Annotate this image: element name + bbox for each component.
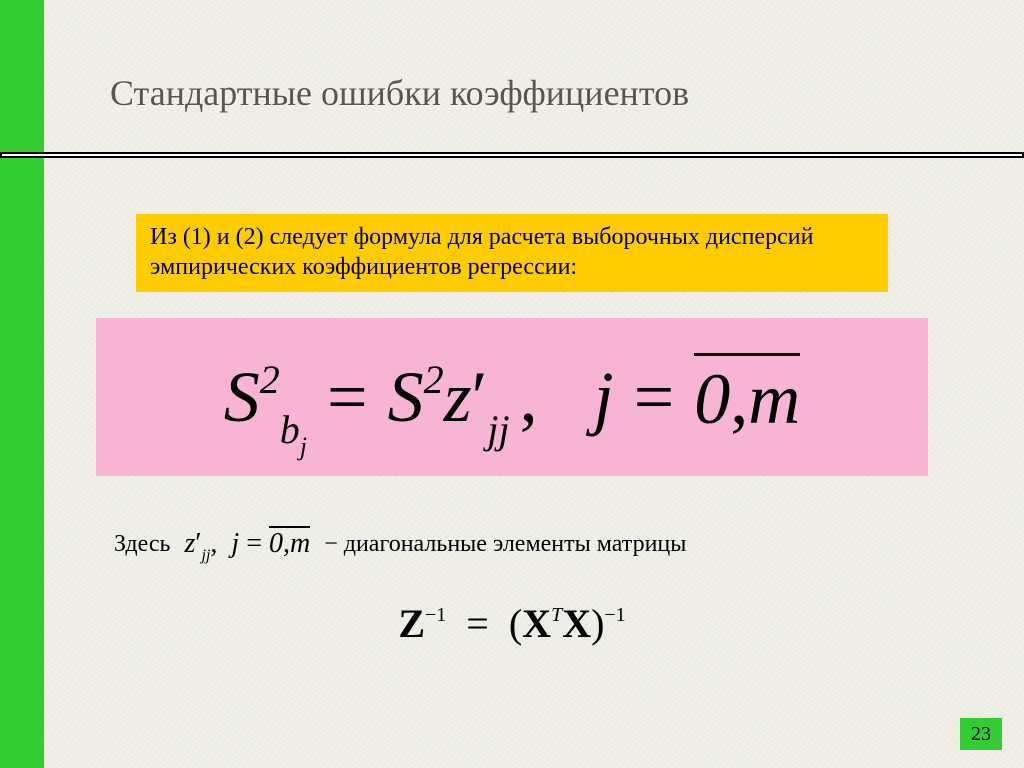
matrix-X1: X	[522, 601, 551, 646]
intro-text: Из (1) и (2) следует формула для расчета…	[150, 224, 813, 280]
equals-2: =	[634, 361, 675, 433]
note-suffix: − диагональные элементы матрицы	[324, 531, 686, 558]
matrix-eq: =	[466, 601, 489, 646]
intro-text-box: Из (1) и (2) следует формула для расчета…	[136, 214, 888, 292]
formula-rhs-z: z	[444, 357, 472, 437]
note-z-prime: ′	[195, 528, 201, 559]
matrix-paren-inv: −1	[604, 604, 625, 626]
formula-range: 0,m	[694, 359, 800, 435]
formula-rhs-S-sup: 2	[424, 357, 444, 402]
formula-range-start: 0	[694, 359, 730, 439]
note-range: 0,m	[269, 528, 310, 560]
slide: Стандартные ошибки коэффициентов Из (1) …	[0, 0, 1024, 768]
note-range-end: m	[290, 528, 310, 559]
title-area: Стандартные ошибки коэффициентов	[110, 72, 930, 114]
equals-1: =	[327, 361, 368, 433]
matrix-X2: X	[562, 601, 591, 646]
note-prefix: Здесь	[114, 531, 170, 558]
matrix-close: )	[591, 601, 604, 646]
sidebar-accent	[0, 0, 44, 768]
formula-range-end: m	[748, 359, 800, 439]
horizontal-rule-highlight	[2, 154, 1022, 156]
formula-rhs-z-sub: jj	[487, 407, 509, 452]
note-row: Здесь z′jj, j = 0,m − диагональные элеме…	[114, 528, 914, 560]
matrix-open: (	[509, 601, 522, 646]
matrix-formula: Z−1 = (XTX)−1	[0, 600, 1024, 647]
formula-lhs-sub-j: j	[300, 432, 307, 461]
slide-title: Стандартные ошибки коэффициентов	[110, 72, 930, 114]
matrix-Z: Z	[398, 601, 425, 646]
formula-rhs-z-prime: ′	[472, 357, 488, 437]
formula-rhs-S: S	[388, 357, 424, 437]
formula-j: j	[594, 361, 614, 433]
comma-1: ,	[520, 361, 538, 433]
note-j: j	[231, 528, 239, 559]
note-z-sub: jj	[202, 547, 211, 564]
matrix-Z-inv: −1	[425, 604, 446, 626]
page-number: 23	[971, 723, 991, 746]
matrix-T: T	[551, 604, 562, 626]
main-formula: S2bj = S2z′jj , j = 0,m	[224, 359, 800, 435]
main-formula-box: S2bj = S2z′jj , j = 0,m	[96, 318, 928, 476]
formula-lhs-S: S	[224, 357, 260, 437]
formula-lhs-sup: 2	[260, 357, 280, 402]
note-z: z	[184, 528, 195, 559]
page-number-badge: 23	[960, 718, 1002, 750]
formula-lhs-sub-b: b	[280, 407, 300, 452]
note-range-start: 0	[269, 528, 283, 559]
